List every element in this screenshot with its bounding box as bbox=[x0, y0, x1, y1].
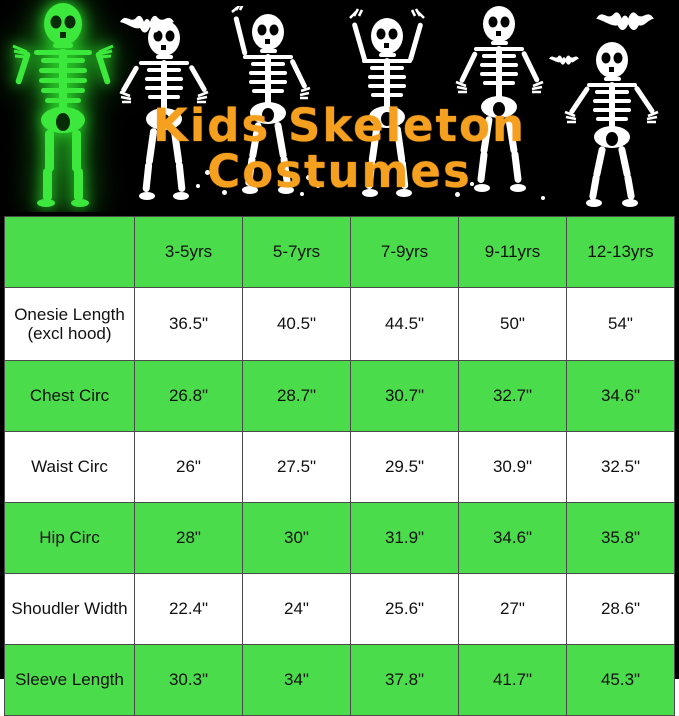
banner-title-line-2: Costumes bbox=[207, 145, 472, 199]
row-label-waist-circ: Waist Circ bbox=[4, 431, 135, 503]
speck bbox=[306, 175, 311, 180]
cell-shoulder-width-3-5yrs: 22.4" bbox=[134, 573, 243, 645]
cell-onesie-length-7-9yrs: 44.5" bbox=[350, 287, 459, 361]
cell-onesie-length-12-13yrs: 54" bbox=[566, 287, 675, 361]
size-chart-table-container: 3-5yrs 5-7yrs 7-9yrs 9-11yrs 12-13yrs On… bbox=[0, 212, 679, 716]
cell-chest-circ-12-13yrs: 34.6" bbox=[566, 360, 675, 432]
cell-onesie-length-9-11yrs: 50" bbox=[458, 287, 567, 361]
cell-chest-circ-5-7yrs: 28.7" bbox=[242, 360, 351, 432]
row-label-hip-circ: Hip Circ bbox=[4, 502, 135, 574]
size-chart-table: 3-5yrs 5-7yrs 7-9yrs 9-11yrs 12-13yrs On… bbox=[4, 216, 675, 716]
speck bbox=[213, 178, 217, 182]
cell-chest-circ-3-5yrs: 26.8" bbox=[134, 360, 243, 432]
row-label-chest-circ: Chest Circ bbox=[4, 360, 135, 432]
cell-sleeve-length-12-13yrs: 45.3" bbox=[566, 644, 675, 716]
table-row: Sleeve Length 30.3" 34" 37.8" 41.7" 45.3… bbox=[4, 644, 675, 716]
cell-waist-circ-7-9yrs: 29.5" bbox=[350, 431, 459, 503]
cell-waist-circ-5-7yrs: 27.5" bbox=[242, 431, 351, 503]
row-label-sleeve-length: Sleeve Length bbox=[4, 644, 135, 716]
cell-shoulder-width-7-9yrs: 25.6" bbox=[350, 573, 459, 645]
header-size-7-9yrs: 7-9yrs bbox=[350, 216, 459, 288]
row-label-line-1: Onesie Length bbox=[14, 304, 125, 324]
cell-chest-circ-7-9yrs: 30.7" bbox=[350, 360, 459, 432]
speck bbox=[470, 182, 474, 186]
cell-shoulder-width-9-11yrs: 27" bbox=[458, 573, 567, 645]
row-label-onesie-length: Onesie Length (excl hood) bbox=[4, 287, 135, 361]
cell-hip-circ-3-5yrs: 28" bbox=[134, 502, 243, 574]
row-label-line-2: (excl hood) bbox=[27, 324, 112, 343]
halloween-banner: Kids Skeleton Costumes bbox=[0, 0, 679, 212]
table-header-row: 3-5yrs 5-7yrs 7-9yrs 9-11yrs 12-13yrs bbox=[4, 216, 675, 288]
cell-sleeve-length-3-5yrs: 30.3" bbox=[134, 644, 243, 716]
speck bbox=[205, 170, 210, 175]
cell-shoulder-width-12-13yrs: 28.6" bbox=[566, 573, 675, 645]
cell-hip-circ-7-9yrs: 31.9" bbox=[350, 502, 459, 574]
header-size-12-13yrs: 12-13yrs bbox=[566, 216, 675, 288]
cell-sleeve-length-7-9yrs: 37.8" bbox=[350, 644, 459, 716]
bat-icon bbox=[120, 15, 174, 33]
cell-hip-circ-5-7yrs: 30" bbox=[242, 502, 351, 574]
cell-sleeve-length-5-7yrs: 34" bbox=[242, 644, 351, 716]
speck bbox=[300, 192, 304, 196]
cell-onesie-length-5-7yrs: 40.5" bbox=[242, 287, 351, 361]
cell-hip-circ-12-13yrs: 35.8" bbox=[566, 502, 675, 574]
cell-waist-circ-12-13yrs: 32.5" bbox=[566, 431, 675, 503]
bat-icon bbox=[549, 55, 579, 65]
table-row: Waist Circ 26" 27.5" 29.5" 30.9" 32.5" bbox=[4, 431, 675, 503]
cell-sleeve-length-9-11yrs: 41.7" bbox=[458, 644, 567, 716]
header-size-3-5yrs: 3-5yrs bbox=[134, 216, 243, 288]
cell-waist-circ-9-11yrs: 30.9" bbox=[458, 431, 567, 503]
speck bbox=[460, 172, 465, 177]
cell-shoulder-width-5-7yrs: 24" bbox=[242, 573, 351, 645]
cell-waist-circ-3-5yrs: 26" bbox=[134, 431, 243, 503]
row-label-shoulder-width: Shoudler Width bbox=[4, 573, 135, 645]
speck bbox=[316, 184, 320, 188]
header-blank-cell bbox=[4, 216, 135, 288]
table-row: Onesie Length (excl hood) 36.5" 40.5" 44… bbox=[4, 287, 675, 361]
speck bbox=[196, 184, 200, 188]
speck bbox=[541, 196, 545, 200]
speck bbox=[222, 190, 227, 195]
banner-title: Kids Skeleton Costumes bbox=[0, 99, 679, 199]
header-size-5-7yrs: 5-7yrs bbox=[242, 216, 351, 288]
table-row: Chest Circ 26.8" 28.7" 30.7" 32.7" 34.6" bbox=[4, 360, 675, 432]
bat-icon bbox=[596, 12, 654, 31]
cell-chest-circ-9-11yrs: 32.7" bbox=[458, 360, 567, 432]
banner-title-line-1: Kids Skeleton bbox=[152, 99, 526, 152]
table-row: Hip Circ 28" 30" 31.9" 34.6" 35.8" bbox=[4, 502, 675, 574]
cell-hip-circ-9-11yrs: 34.6" bbox=[458, 502, 567, 574]
speck bbox=[455, 192, 460, 197]
table-row: Shoudler Width 22.4" 24" 25.6" 27" 28.6" bbox=[4, 573, 675, 645]
cell-onesie-length-3-5yrs: 36.5" bbox=[134, 287, 243, 361]
header-size-9-11yrs: 9-11yrs bbox=[458, 216, 567, 288]
